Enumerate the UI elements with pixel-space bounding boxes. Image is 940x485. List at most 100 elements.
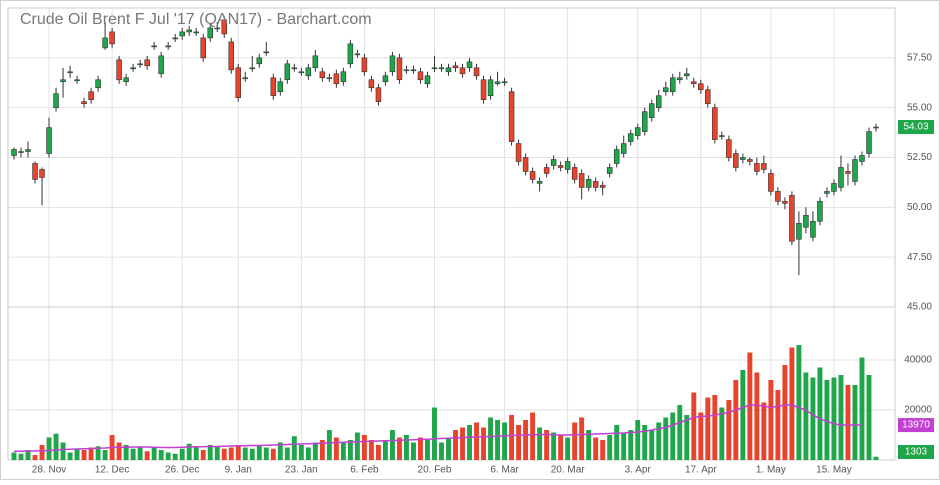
volume-bar: [537, 427, 543, 460]
last-price-label: 54.03: [903, 122, 928, 133]
volume-bar: [859, 357, 865, 460]
candle-body: [298, 71, 305, 74]
candle-body: [410, 69, 417, 72]
volume-bar: [705, 397, 711, 460]
volume-bar: [607, 435, 613, 460]
volume-bar: [698, 412, 704, 460]
volume-bar: [396, 437, 402, 460]
last-volume-box: [898, 445, 934, 459]
candle-body: [740, 157, 746, 160]
x-tick-label: 12. Dec: [95, 465, 129, 476]
volume-bar: [670, 412, 676, 460]
y-tick-label: 45.00: [907, 302, 932, 313]
volume-bar: [733, 380, 739, 460]
candle-body: [627, 133, 634, 142]
volume-bar: [263, 447, 269, 460]
volume-bar: [789, 347, 795, 460]
x-tick-label: 3. Apr: [625, 465, 652, 476]
volume-bar: [635, 420, 641, 460]
candle-body: [242, 77, 249, 80]
volume-bar: [389, 430, 395, 460]
y-tick-label: 57.50: [907, 52, 932, 63]
marks: [11, 15, 879, 460]
candle-body: [200, 37, 206, 59]
volume-bar: [663, 417, 669, 460]
volume-bar: [845, 385, 851, 460]
candle-body: [375, 87, 382, 102]
candle-body: [431, 67, 438, 70]
volume-bar: [305, 447, 311, 460]
candle-body: [641, 111, 648, 132]
candle-body: [326, 77, 333, 80]
candle-body: [158, 55, 164, 75]
candle-body: [557, 165, 564, 168]
candle-body: [452, 65, 459, 69]
candle-body: [382, 75, 389, 83]
candle-body: [838, 167, 844, 188]
volume-bar: [516, 425, 522, 460]
volume-bar: [642, 425, 648, 460]
candle-body: [599, 185, 606, 188]
candle-body: [578, 173, 585, 188]
candle-body: [487, 79, 494, 97]
candle-body: [25, 149, 31, 152]
candle-body: [172, 37, 178, 40]
volume-bar: [39, 445, 45, 460]
candle-body: [691, 81, 697, 85]
volume-bar: [319, 440, 325, 460]
candle-body: [803, 215, 809, 228]
volume-bar: [775, 390, 781, 460]
volume-bar: [747, 352, 753, 460]
volume-bar: [88, 447, 94, 460]
candle-body: [831, 183, 837, 192]
volume-bar: [291, 436, 297, 460]
volume-bar: [11, 452, 17, 460]
candle-body: [368, 79, 375, 89]
candle-body: [277, 81, 284, 93]
candle-body: [305, 67, 312, 77]
candle-body: [606, 167, 613, 174]
candle-body: [389, 55, 396, 73]
candle-body: [810, 220, 816, 238]
volume-bar: [474, 422, 479, 460]
candle-body: [761, 163, 767, 170]
last-price-box: [898, 120, 934, 135]
volume-bar: [425, 440, 430, 460]
volume-bar: [817, 367, 823, 460]
volume-ma-line: [14, 404, 863, 453]
volume-bar: [53, 433, 59, 460]
volume-bar: [579, 417, 585, 460]
volume-bar: [382, 440, 388, 460]
volume-bar: [719, 407, 725, 460]
volume-bar: [726, 400, 732, 460]
candle-body: [67, 71, 73, 74]
volume-bar: [333, 437, 339, 460]
candle-body: [417, 71, 424, 81]
candle-body: [473, 67, 480, 77]
volume-bar: [102, 450, 108, 460]
candle-body: [698, 83, 704, 91]
volume-bar: [453, 430, 458, 460]
volume-bar: [782, 365, 788, 460]
candle-body: [648, 103, 655, 118]
candle-body: [333, 73, 340, 85]
volume-bar: [831, 377, 837, 460]
volume-bar: [186, 443, 192, 460]
volume-bar: [467, 425, 472, 460]
y-tick-label: 55.00: [907, 102, 932, 113]
volume-bar: [284, 447, 290, 460]
candle-body: [116, 59, 122, 81]
volume-bar: [151, 447, 157, 460]
candle-body: [354, 53, 361, 56]
volume-bar: [768, 380, 774, 460]
volume-bar: [565, 437, 571, 460]
volume-bar: [649, 430, 655, 460]
candle-body: [424, 75, 431, 85]
candle-body: [137, 63, 143, 66]
candle-body: [670, 77, 676, 93]
volume-bar: [95, 446, 101, 460]
volume-bar: [824, 380, 830, 460]
volume-bar: [347, 440, 353, 460]
candle-body: [620, 143, 627, 154]
